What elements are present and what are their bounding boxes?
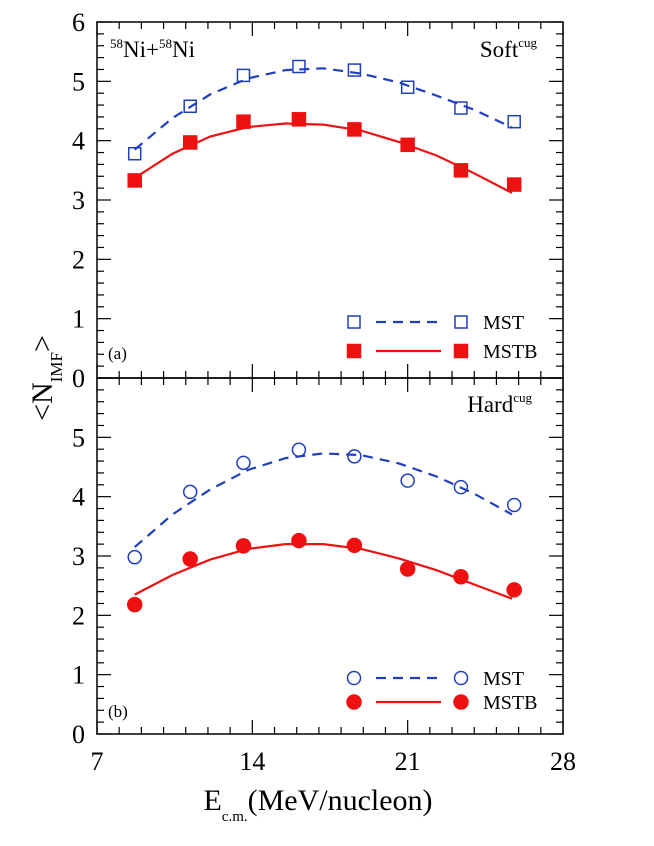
- data-point-mstb: [347, 122, 362, 137]
- legend-marker: [346, 670, 362, 686]
- fit-curve-mstb: [134, 122, 513, 194]
- y-tick-label: 0: [72, 364, 85, 393]
- eos-label-b-sup: cug: [513, 390, 532, 405]
- y-tick-label: 5: [72, 67, 85, 96]
- data-point-mstb: [182, 551, 198, 567]
- system-mass-2: 58: [159, 36, 172, 51]
- y-tick-label: 3: [72, 186, 85, 215]
- system-element-2: Ni: [172, 37, 195, 62]
- data-point-mst: [127, 549, 142, 565]
- data-point-mst: [236, 68, 251, 83]
- data-point-mstb: [127, 173, 142, 188]
- legend-marker: [453, 343, 469, 359]
- x-axis-label-sub: c.m.: [222, 809, 248, 825]
- legend-label: MST: [483, 312, 524, 334]
- data-point-mstb: [400, 137, 415, 153]
- y-tick-label: 1: [72, 305, 85, 334]
- y-tick-label: 3: [72, 542, 85, 571]
- data-point-mst: [454, 101, 468, 115]
- legend-marker: [453, 670, 469, 686]
- data-point-mstb: [126, 596, 143, 613]
- data-point-mstb: [399, 561, 416, 577]
- legend-marker: [347, 315, 361, 329]
- y-tick-label: 2: [72, 245, 85, 274]
- x-axis-label-main: E: [203, 784, 221, 817]
- legend-label: MST: [483, 668, 524, 690]
- y-tick-label: 2: [72, 601, 85, 630]
- x-tick-label: 14: [239, 747, 265, 776]
- fit-curve-mst: [133, 452, 513, 548]
- data-point-mst: [453, 479, 469, 495]
- x-axis-label-rest: (MeV/nucleon): [248, 784, 433, 817]
- data-point-mst: [400, 80, 415, 95]
- fit-curve-mst: [133, 67, 513, 151]
- legend-marker: [346, 694, 362, 710]
- x-tick-label: 21: [395, 747, 421, 776]
- axis-ticks: [96, 21, 564, 735]
- data-point-mstb: [453, 163, 469, 178]
- data-point-mstb: [291, 112, 307, 127]
- legend-marker: [454, 315, 468, 329]
- eos-label-a: Softcug: [480, 35, 538, 62]
- data-point-mstb: [235, 538, 252, 554]
- x-tick-label: 7: [91, 747, 104, 776]
- legend-a: MST MSTB: [346, 312, 537, 363]
- data-point-mst: [236, 455, 251, 471]
- data-point-mstb: [453, 569, 469, 585]
- y-tick-label: 5: [72, 423, 85, 452]
- data-point-mst: [182, 484, 198, 500]
- tick-labels: 0 1 2 3 4 5 6 0 1 2 3 4 5 7 14 21 28: [72, 8, 576, 776]
- data-point-mst: [347, 63, 362, 77]
- y-tick-label: 0: [72, 720, 85, 749]
- data-point-mst: [183, 99, 197, 114]
- eos-label-b: Hardcug: [467, 390, 532, 417]
- data-point-mstb: [506, 177, 522, 192]
- data-point-mstb: [236, 114, 251, 129]
- y-axis-label-open: <N: [26, 382, 59, 421]
- y-tick-label: 1: [72, 661, 85, 690]
- data-point-mst: [127, 146, 142, 161]
- data-point-mst: [507, 114, 521, 129]
- y-axis-label-sub: IMF: [47, 352, 66, 382]
- data-point-mstb: [506, 582, 522, 598]
- eos-label-b-main: Hard: [467, 392, 513, 417]
- system-mass-1: 58: [110, 36, 123, 51]
- eos-label-a-main: Soft: [480, 37, 519, 62]
- fit-curves: [133, 67, 513, 600]
- panel-label-a: (a): [108, 344, 127, 363]
- data-point-mst: [400, 473, 415, 488]
- data-point-mst: [506, 497, 522, 513]
- system-element-1: Ni+: [123, 37, 159, 62]
- x-axis-label: Ec.m.(MeV/nucleon): [203, 784, 432, 825]
- legend-marker: [453, 694, 469, 710]
- fit-curve-mstb: [134, 542, 513, 600]
- y-axis-label: <NIMF>: [26, 335, 66, 421]
- system-label: 58Ni+58Ni: [110, 36, 195, 62]
- data-point-mstb: [182, 135, 198, 150]
- data-point-mst: [347, 449, 362, 464]
- y-tick-label: 4: [72, 127, 85, 156]
- data-point-mst: [292, 59, 306, 74]
- data-point-mstb: [291, 532, 307, 549]
- x-tick-label: 28: [550, 747, 576, 776]
- eos-label-a-sup: cug: [518, 35, 537, 50]
- y-tick-label: 6: [72, 8, 85, 37]
- legend-marker: [346, 343, 362, 359]
- legend-label: MSTB: [483, 341, 537, 363]
- panel-label-b: (b): [108, 702, 128, 721]
- data-point-mstb: [346, 537, 363, 554]
- legend-label: MSTB: [483, 692, 537, 714]
- y-tick-label: 4: [72, 483, 85, 512]
- data-point-mst: [291, 442, 307, 458]
- data-markers: [126, 59, 522, 613]
- y-axis-label-close: >: [26, 335, 59, 352]
